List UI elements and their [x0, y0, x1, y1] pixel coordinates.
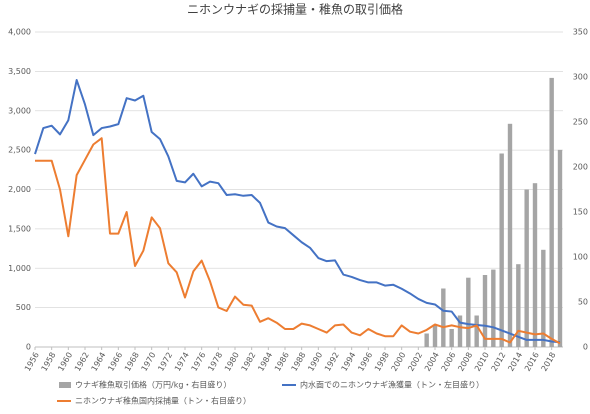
chart-title: ニホンウナギの採捕量・稚魚の取引価格 — [187, 2, 403, 17]
bar — [499, 153, 504, 347]
bar — [541, 249, 546, 347]
bar — [532, 183, 538, 347]
y-tick-label: 0 — [26, 343, 31, 352]
bar — [424, 333, 429, 347]
bar — [507, 123, 513, 347]
legend-label: ウナギ稚魚取引価格（万円/kg・右目盛り） — [75, 380, 231, 390]
legend-label: ニホンウナギ稚魚国内採捕量（トン・右目盛り） — [75, 396, 251, 406]
bar — [441, 288, 446, 347]
y-tick-label: 1,000 — [8, 264, 31, 273]
y-tick-label: 4,000 — [8, 28, 31, 37]
y2-tick-label: 350 — [573, 28, 588, 37]
bar — [474, 315, 479, 347]
y-tick-label: 2,500 — [8, 146, 31, 155]
y2-tick-label: 250 — [573, 118, 588, 127]
line — [35, 137, 561, 345]
y-tick-label: 2,000 — [8, 185, 31, 194]
bar — [516, 264, 521, 347]
legend-label: 内水面でのニホンウナギ漁獲量（トン・左目盛り） — [300, 380, 484, 390]
y2-tick-label: 300 — [573, 73, 588, 82]
bar — [549, 77, 554, 348]
bar — [457, 315, 463, 347]
legend-swatch — [59, 382, 71, 388]
y-tick-label: 3,500 — [8, 67, 31, 76]
bar — [482, 275, 488, 347]
bar — [432, 324, 438, 347]
y2-tick-label: 50 — [578, 298, 588, 307]
y-tick-label: 500 — [16, 303, 31, 312]
y2-tick-label: 200 — [573, 163, 588, 172]
y-tick-label: 1,500 — [8, 224, 31, 233]
bar — [466, 277, 471, 347]
line — [34, 79, 561, 344]
bar — [524, 189, 529, 347]
y-tick-label: 3,000 — [8, 106, 31, 115]
y2-tick-label: 0 — [583, 343, 588, 352]
y2-tick-label: 150 — [573, 208, 588, 217]
bar — [557, 149, 563, 347]
bar — [491, 269, 496, 347]
y2-tick-label: 100 — [573, 253, 588, 262]
bar — [449, 329, 454, 347]
